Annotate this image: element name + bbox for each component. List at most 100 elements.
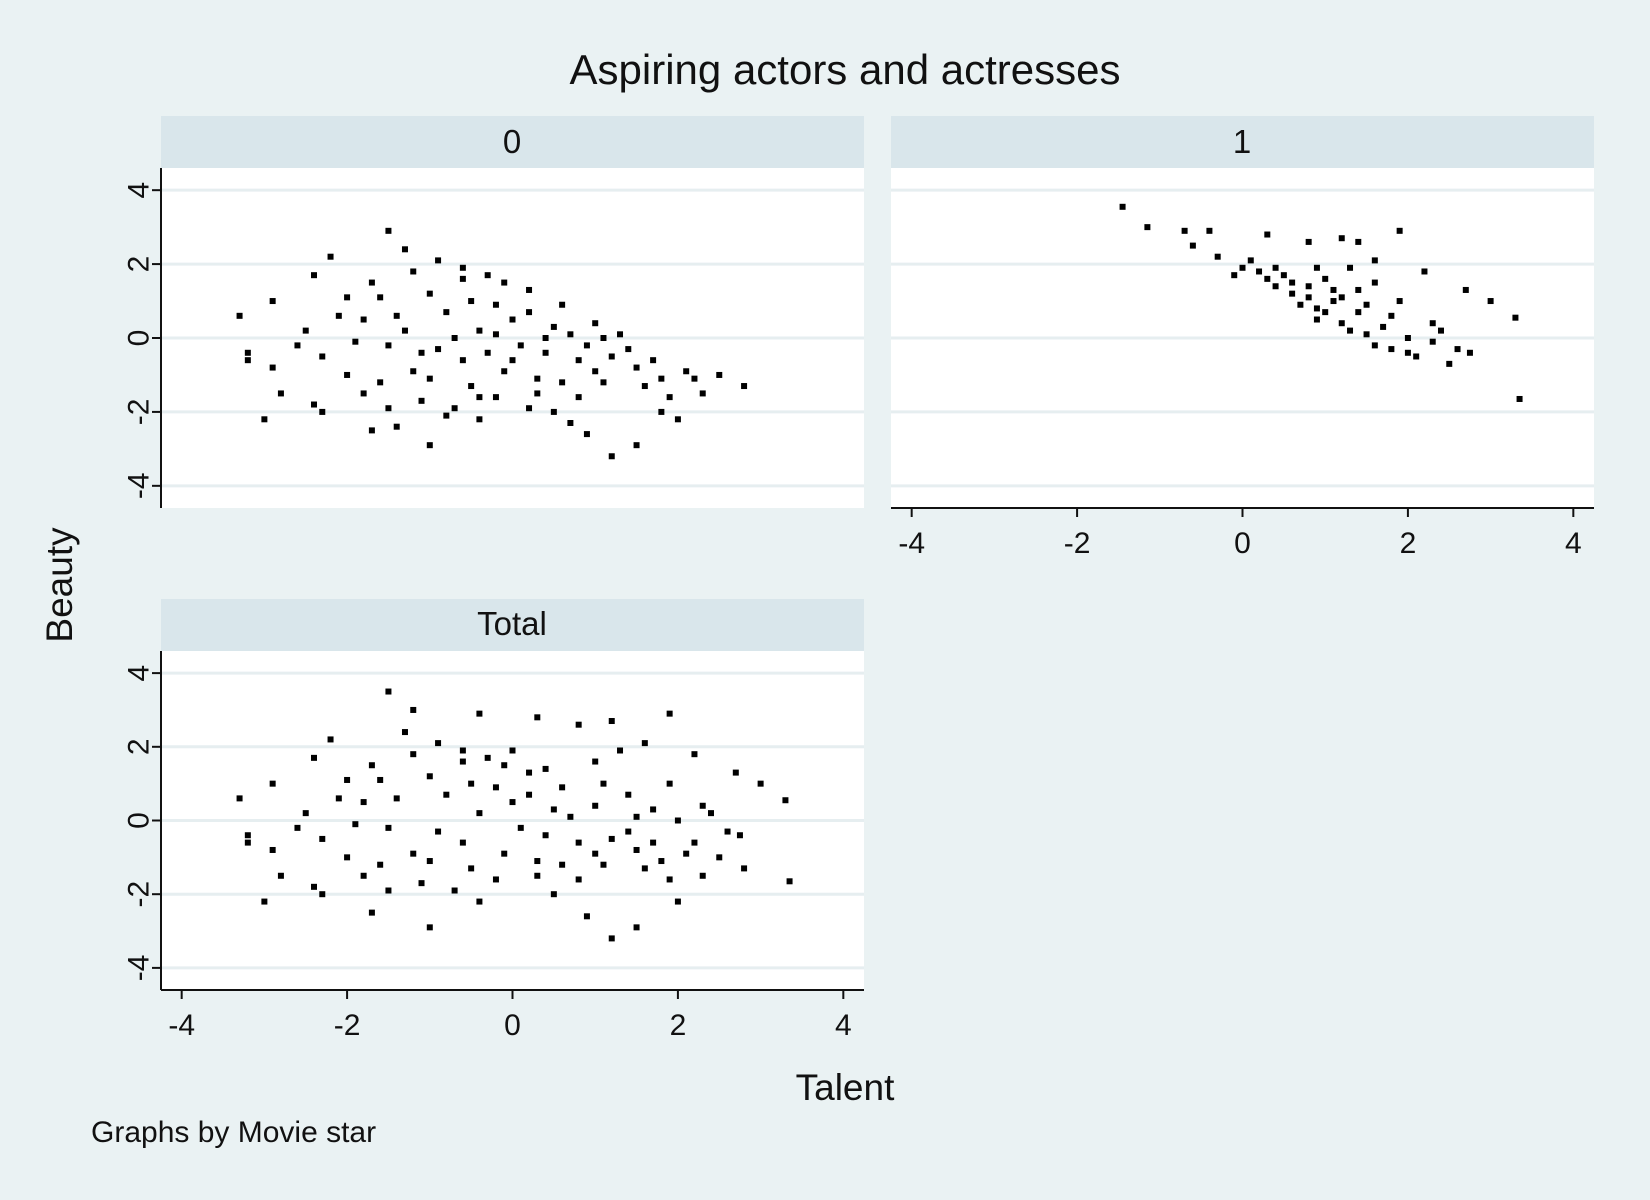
data-point: [261, 416, 268, 423]
panel-0-header: [161, 116, 864, 168]
data-point: [418, 349, 425, 356]
data-point: [319, 835, 326, 842]
x-tick-label: 0: [1234, 527, 1251, 560]
data-point: [401, 246, 408, 253]
data-point: [360, 390, 367, 397]
data-point: [426, 375, 433, 382]
x-tick-label: 0: [504, 1009, 521, 1042]
data-point: [269, 780, 276, 787]
data-point: [550, 323, 557, 330]
data-point: [1429, 338, 1436, 345]
data-point: [443, 412, 450, 419]
x-tick-label: -2: [1064, 527, 1091, 560]
x-tick-label: -4: [168, 1009, 195, 1042]
data-point: [608, 353, 615, 360]
data-point: [707, 810, 714, 817]
data-point: [269, 846, 276, 853]
data-point: [344, 371, 351, 378]
data-point: [435, 740, 442, 747]
data-point: [311, 272, 318, 279]
panel-total-y-axis: -4 -2 0 2 4: [123, 651, 162, 990]
data-point: [236, 312, 243, 319]
data-point: [1305, 238, 1312, 245]
data-point: [625, 791, 632, 798]
y-tick-label: -2: [123, 881, 156, 908]
data-point: [1338, 294, 1345, 301]
data-point: [550, 806, 557, 813]
data-point: [443, 309, 450, 316]
data-point: [492, 784, 499, 791]
data-point: [327, 253, 334, 260]
data-point: [426, 924, 433, 931]
data-point: [786, 878, 793, 885]
data-point: [1330, 286, 1337, 293]
data-point: [484, 349, 491, 356]
data-point: [459, 357, 466, 364]
data-point: [782, 797, 789, 804]
data-point: [583, 913, 590, 920]
data-point: [294, 342, 301, 349]
data-point: [426, 442, 433, 449]
data-point: [459, 839, 466, 846]
data-point: [1347, 264, 1354, 271]
data-point: [476, 327, 483, 334]
data-point: [641, 383, 648, 390]
data-point: [476, 416, 483, 423]
data-point: [534, 872, 541, 879]
data-point: [368, 279, 375, 286]
data-point: [393, 312, 400, 319]
data-point: [277, 872, 284, 879]
panel-0-y-axis: -4 -2 0 2 4: [123, 168, 162, 508]
data-point: [468, 865, 475, 872]
chart-title: Aspiring actors and actresses: [570, 46, 1121, 93]
data-point: [459, 264, 466, 271]
data-point: [1322, 309, 1329, 316]
footnote: Graphs by Movie star: [91, 1116, 376, 1149]
y-tick-label: 4: [123, 182, 156, 199]
data-point: [459, 275, 466, 282]
data-point: [716, 371, 723, 378]
data-point: [1272, 264, 1279, 271]
data-point: [269, 364, 276, 371]
data-point: [1272, 283, 1279, 290]
data-point: [377, 776, 384, 783]
data-point: [311, 401, 318, 408]
data-point: [575, 721, 582, 728]
data-point: [608, 453, 615, 460]
data-point: [1305, 283, 1312, 290]
data-point: [501, 368, 508, 375]
data-point: [650, 357, 657, 364]
data-point: [1355, 238, 1362, 245]
data-point: [501, 279, 508, 286]
data-point: [476, 710, 483, 717]
data-point: [691, 751, 698, 758]
data-point: [542, 349, 549, 356]
data-point: [377, 861, 384, 868]
y-tick-label: 0: [123, 812, 156, 829]
data-point: [683, 368, 690, 375]
data-point: [335, 312, 342, 319]
data-point: [600, 335, 607, 341]
data-point: [658, 375, 665, 382]
data-point: [418, 397, 425, 404]
data-point: [567, 420, 574, 426]
data-point: [600, 780, 607, 787]
data-point: [534, 858, 541, 865]
data-point: [1247, 257, 1254, 264]
data-point: [633, 846, 640, 853]
data-point: [683, 850, 690, 857]
data-point: [1512, 314, 1519, 321]
data-point: [410, 850, 417, 857]
data-point: [559, 784, 566, 791]
data-point: [244, 832, 251, 839]
data-point: [509, 316, 516, 323]
data-point: [459, 747, 466, 754]
data-point: [542, 832, 549, 839]
data-point: [393, 795, 400, 802]
data-point: [1421, 268, 1428, 275]
data-point: [724, 828, 731, 835]
data-point: [592, 758, 599, 765]
panel-1-points: [1119, 203, 1523, 402]
data-point: [1396, 298, 1403, 305]
data-point: [650, 806, 657, 813]
